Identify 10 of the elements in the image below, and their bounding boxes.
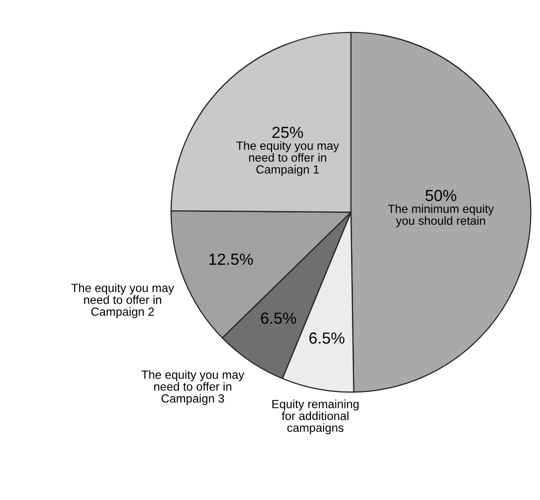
slice-label: The minimum equity you should retain xyxy=(388,204,494,228)
slice-label: The equity you may need to offer in Campaign 3 xyxy=(141,370,244,405)
data-label: 25% xyxy=(272,126,304,138)
slice-label: Equity remaining for additional campaigns xyxy=(272,400,359,434)
data-label: 12.5% xyxy=(209,254,253,265)
slice-label: The equity you may need to offer in Campaign 2 xyxy=(71,283,174,318)
data-label: 6.5% xyxy=(261,312,296,324)
data-label: 50% xyxy=(426,190,456,202)
data-label: 6.5% xyxy=(309,332,344,344)
slice-label: The equity you may need to offer in Campaign 1 xyxy=(236,141,340,176)
